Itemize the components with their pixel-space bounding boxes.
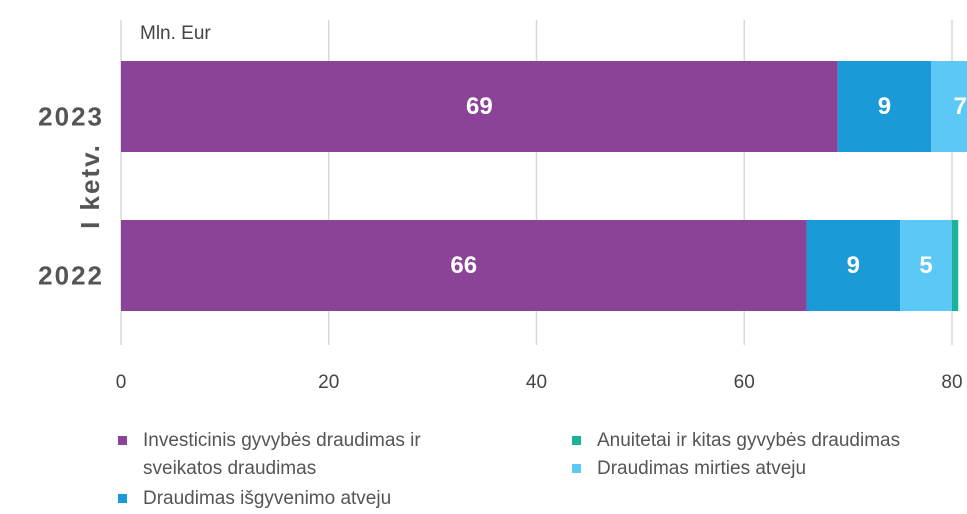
legend-label: Draudimas išgyvenimo atveju bbox=[143, 488, 392, 509]
bar-segment bbox=[806, 220, 901, 311]
x-tick-label: 20 bbox=[318, 372, 339, 393]
data-label: 7.5 bbox=[953, 93, 967, 120]
y-axis-label: I ketv. bbox=[75, 143, 105, 229]
x-tick-label: 40 bbox=[526, 372, 547, 393]
data-label: 9 bbox=[878, 93, 891, 120]
x-tick-label: 80 bbox=[941, 372, 962, 393]
x-tick-label: 60 bbox=[734, 372, 755, 393]
legend-swatch bbox=[118, 494, 127, 503]
y-tick-label: 2023 bbox=[38, 101, 104, 131]
unit-label: Mln. Eur bbox=[140, 23, 211, 44]
legend-label: Anuitetai ir kitas gyvybės draudimas bbox=[597, 430, 901, 451]
bar-segment bbox=[931, 61, 967, 152]
legend-swatch bbox=[572, 436, 581, 445]
bar-segment bbox=[837, 61, 932, 152]
legend-swatch bbox=[572, 464, 581, 473]
y-tick-label: 2022 bbox=[38, 260, 104, 290]
bar-segment bbox=[952, 220, 959, 311]
legend-label: Draudimas mirties atveju bbox=[597, 458, 807, 479]
data-label: 69 bbox=[466, 93, 493, 120]
x-tick-label: 0 bbox=[116, 372, 127, 393]
bar-segment bbox=[121, 61, 838, 152]
legend-label: Investicinis gyvybės draudimas ir sveika… bbox=[143, 430, 421, 479]
bar-segment bbox=[900, 220, 952, 311]
data-label: 66 bbox=[450, 252, 477, 279]
data-label: 9 bbox=[847, 252, 860, 279]
bar-segment bbox=[121, 220, 807, 311]
data-label: 5 bbox=[919, 252, 932, 279]
legend-swatch bbox=[118, 436, 127, 445]
